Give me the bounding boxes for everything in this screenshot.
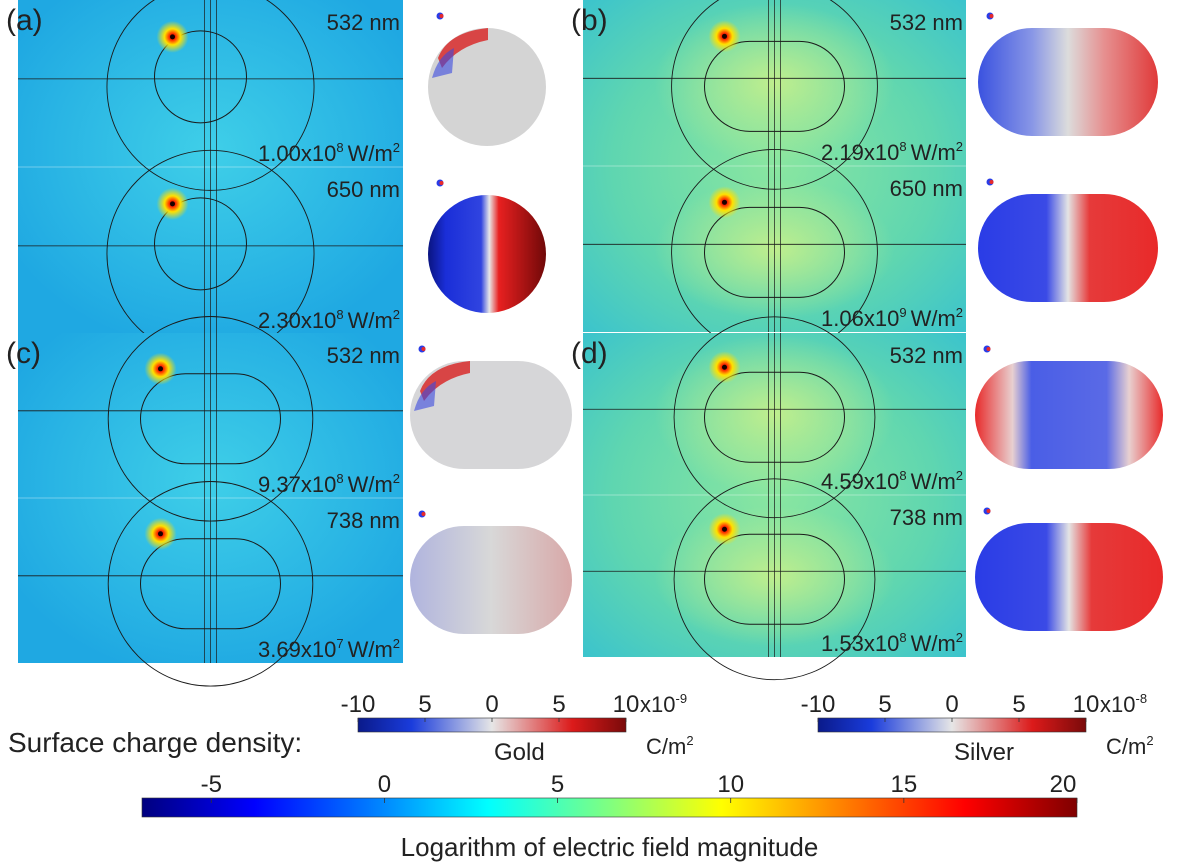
colorbar-tick-label: 10: [717, 771, 744, 798]
charge-surface: [978, 28, 1158, 136]
colorbar-metal-label: Gold: [494, 739, 545, 766]
colorbar-metal-label: Silver: [954, 739, 1014, 766]
colorbar-tick-label: -10: [801, 691, 836, 718]
charge-surface: [975, 361, 1163, 469]
source-marker: [986, 347, 991, 351]
charge-map: [978, 12, 1158, 136]
colorbar-tick-label: 0: [945, 691, 958, 718]
panel-a-row-1: 532 nm 1.00x108 W/m2: [18, 0, 546, 191]
charge-hotspot: [414, 381, 436, 411]
dipole-source: [170, 201, 175, 207]
panel-b-row-2: 650 nm 1.06x109 W/m2: [583, 148, 1158, 356]
dipole-source: [722, 33, 727, 39]
wavelength-label: 532 nm: [890, 10, 963, 35]
panel-c-row-2: 738 nm 3.69x107 W/m2: [18, 481, 572, 687]
wavelength-label: 738 nm: [890, 505, 963, 530]
intensity-label: 1.53x108 W/m2: [821, 630, 963, 656]
intensity-label: 2.19x108 W/m2: [821, 139, 963, 165]
colorbar-tick-label: 5: [1012, 691, 1025, 718]
dipole-source: [722, 199, 727, 205]
panel-label: (c): [6, 337, 41, 370]
field-colorbar: -5 0 5 10 15 20 Logarithm of electric field ma…: [141, 771, 1078, 862]
domain-boundary: [107, 481, 314, 687]
source-marker: [989, 14, 994, 18]
intensity-label: 1.06x109 W/m2: [821, 305, 963, 331]
panel-c-row-1: 532 nm 9.37x108 W/m2: [18, 316, 572, 522]
source-marker: [989, 180, 994, 184]
charge-map: [410, 510, 572, 634]
colorbar-tick-label: -5: [201, 771, 222, 798]
charge-surface: [428, 195, 546, 313]
colorbar-tick-label: 5: [552, 691, 565, 718]
wavelength-label: 532 nm: [890, 343, 963, 368]
charge-colorbar-title: Surface charge density:: [8, 727, 302, 758]
domain-boundary: [673, 478, 876, 681]
panel-label: (a): [6, 4, 43, 37]
intensity-label: 4.59x108 W/m2: [821, 468, 963, 494]
particle-outline: [154, 197, 247, 291]
panel-d-row-2: 738 nm 1.53x108 W/m2: [583, 478, 1163, 681]
dipole-source: [722, 364, 727, 370]
charge-surface: [410, 526, 572, 634]
panel-d: 532 nm 4.59x108 W/m2 738 nm 1.53x108 W/m2 (d): [571, 316, 1163, 681]
dipole-source: [158, 366, 163, 372]
colorbar-unit: C/m2: [646, 733, 694, 759]
colorbar-unit: C/m2: [1106, 733, 1154, 759]
wavelength-label: 532 nm: [327, 10, 400, 35]
source-marker: [421, 512, 426, 516]
panel-d-row-1: 532 nm 4.59x108 W/m2: [583, 316, 1163, 519]
dipole-source: [158, 531, 163, 537]
panel-b-row-1: 532 nm 2.19x108 W/m2: [583, 0, 1158, 190]
colorbar-tick-label: 10: [1073, 691, 1100, 718]
charge-surface: [410, 361, 572, 469]
colorbar-tick-label: 15: [891, 771, 918, 798]
charge-colorbar-silver: -10 5 0 5 10 x10-8 C/m2 Silver: [801, 691, 1154, 766]
colorbar-tick-label: 5: [418, 691, 431, 718]
panel-label: (d): [571, 337, 608, 370]
panel-c: 532 nm 9.37x108 W/m2 738 nm 3.69x107 W/m2 (c): [6, 316, 572, 687]
colorbar-multiplier: x10-8: [1100, 691, 1147, 717]
colorbar-tick-label: 0: [485, 691, 498, 718]
charge-map: [975, 507, 1163, 631]
colorbar-gradient: [141, 797, 1078, 818]
charge-surface: [978, 194, 1158, 302]
colorbar-multiplier: x10-9: [640, 691, 687, 717]
charge-map: [410, 345, 572, 469]
wavelength-label: 650 nm: [890, 176, 963, 201]
panel-a-row-2: 650 nm 2.30x108 W/m2: [18, 149, 546, 358]
source-marker: [986, 509, 991, 513]
charge-map: [978, 178, 1158, 302]
charge-surface: [975, 523, 1163, 631]
wavelength-label: 738 nm: [327, 508, 400, 533]
charge-surface: [428, 28, 546, 146]
charge-colorbar-gold: -10 5 0 5 10 x10-9 C/m2 Gold: [341, 691, 694, 766]
dipole-source: [170, 34, 175, 40]
intensity-label: 3.69x107 W/m2: [258, 636, 400, 662]
charge-map: [975, 345, 1163, 469]
intensity-label: 9.37x108 W/m2: [258, 471, 400, 497]
panel-a: 532 nm 1.00x108 W/m2 650 nm 2.30x108 W/m2 (a): [6, 0, 546, 358]
colorbar-tick-label: 0: [378, 771, 391, 798]
wavelength-label: 532 nm: [327, 343, 400, 368]
intensity-label: 1.00x108 W/m2: [258, 140, 400, 166]
charge-hotspot: [432, 48, 454, 78]
field-colorbar-title: Logarithm of electric field magnitude: [401, 832, 819, 862]
panel-label: (b): [571, 4, 608, 37]
intensity-label: 2.30x108 W/m2: [258, 307, 400, 333]
wavelength-label: 650 nm: [327, 177, 400, 202]
colorbar-tick-label: 10: [613, 691, 640, 718]
panel-b: 532 nm 2.19x108 W/m2 650 nm 1.06x109 W/m2 (b): [571, 0, 1158, 356]
source-marker: [421, 347, 426, 351]
colorbar-tick-label: 20: [1050, 771, 1077, 798]
source-marker: [439, 181, 444, 185]
colorbar-tick-label: 5: [878, 691, 891, 718]
colorbar-tick-label: -10: [341, 691, 376, 718]
charge-map: [428, 179, 546, 313]
charge-map: [428, 12, 546, 146]
particle-outline: [154, 30, 247, 124]
colorbar-tick-label: 5: [551, 771, 564, 798]
source-marker: [439, 14, 444, 18]
dipole-source: [722, 526, 727, 532]
